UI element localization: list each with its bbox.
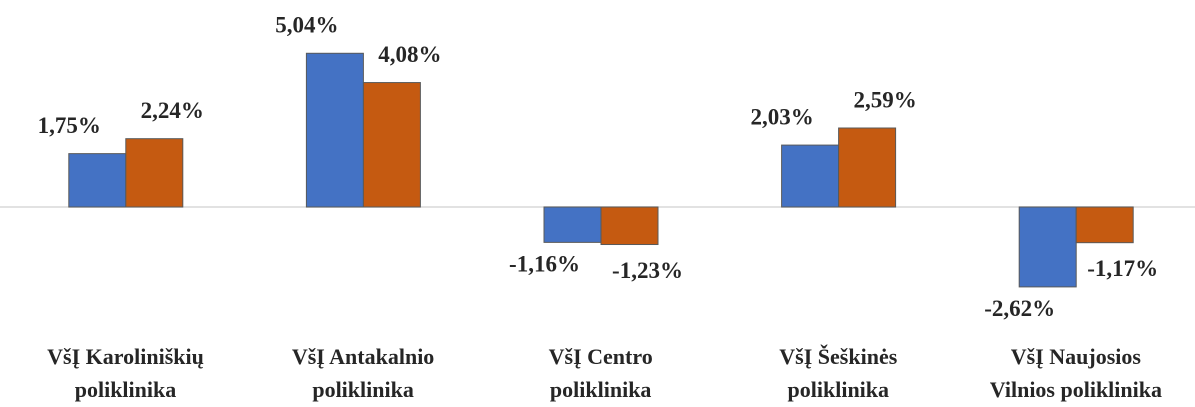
bar — [1075, 206, 1134, 244]
x-tick-label: VšĮ Šeškinės poliklinika — [779, 344, 898, 402]
data-label: -1,23% — [612, 258, 683, 283]
bar — [125, 138, 184, 208]
bar — [838, 127, 897, 208]
data-label: 2,03% — [750, 104, 813, 129]
data-label: -1,16% — [509, 252, 580, 277]
bar — [543, 206, 602, 243]
data-label: 2,24% — [141, 98, 204, 123]
bar — [68, 153, 127, 208]
bar — [781, 144, 840, 208]
data-label: 2,59% — [853, 87, 916, 112]
x-tick-label: VšĮ Antakalnio poliklinika — [291, 344, 435, 402]
x-tick-label: VšĮ Karoliniškių poliklinika — [47, 344, 204, 402]
bar — [362, 82, 421, 208]
data-label: -2,62% — [984, 296, 1055, 321]
data-label: 5,04% — [275, 13, 338, 38]
data-label: -1,17% — [1087, 256, 1158, 281]
data-label: 1,75% — [38, 113, 101, 138]
x-tick-label: VšĮ Centro poliklinika — [548, 344, 653, 402]
bar — [305, 52, 364, 208]
data-label: 4,08% — [378, 42, 441, 67]
bar — [600, 206, 659, 246]
x-tick-label: VšĮ Naujosios Vilnios poliklinika — [989, 344, 1162, 402]
bar — [1018, 206, 1077, 288]
